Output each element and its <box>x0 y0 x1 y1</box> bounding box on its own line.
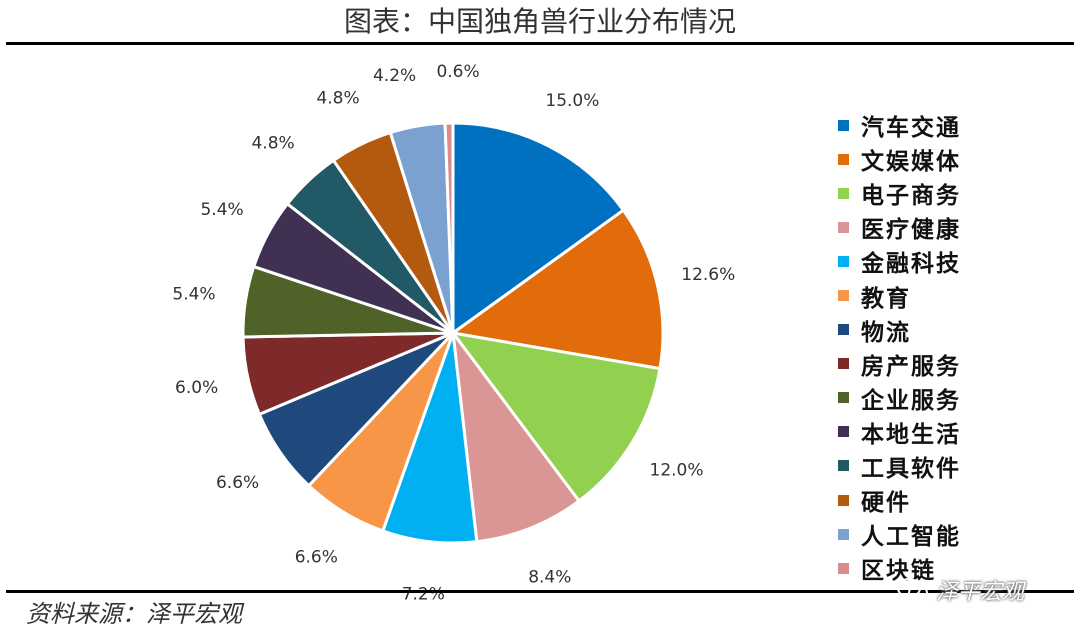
legend-swatch <box>838 528 849 540</box>
legend-swatch <box>838 255 849 267</box>
legend-item: 人工智能 <box>838 517 961 551</box>
legend-swatch <box>838 426 849 438</box>
legend-swatch <box>838 392 849 404</box>
legend-label: 本地生活 <box>861 420 961 448</box>
legend-item: 电子商务 <box>838 176 961 210</box>
legend-label: 硬件 <box>861 489 911 517</box>
slice-data-label: 5.4% <box>172 284 215 304</box>
pie-slice <box>449 208 665 371</box>
slice-data-label: 6.6% <box>295 548 338 568</box>
legend-swatch <box>838 324 849 336</box>
bottom-rule <box>6 590 1074 593</box>
pie-slice <box>443 121 455 334</box>
wechat-icon <box>897 578 928 602</box>
slice-data-label: 15.0% <box>545 91 599 111</box>
slice-data-label: 6.0% <box>175 378 218 398</box>
slice-data-label: 4.8% <box>316 89 359 109</box>
slice-data-label: 6.6% <box>216 473 259 493</box>
legend-label: 教育 <box>861 284 911 312</box>
legend-label: 房产服务 <box>861 352 961 380</box>
watermark-text: 泽平宏观 <box>936 580 1025 605</box>
legend-item: 文娱媒体 <box>838 142 961 176</box>
legend-label: 电子商务 <box>861 182 961 210</box>
source-note: 资料来源：泽平宏观 <box>26 600 242 628</box>
legend-item: 区块链 <box>838 551 961 585</box>
legend-item: 房产服务 <box>838 347 961 381</box>
legend-label: 文娱媒体 <box>861 148 961 176</box>
chart-legend: 汽车交通文娱媒体电子商务医疗健康金融科技教育物流房产服务企业服务本地生活工具软件… <box>838 108 961 585</box>
legend-swatch <box>838 460 849 472</box>
legend-label: 医疗健康 <box>861 216 961 244</box>
legend-item: 企业服务 <box>838 381 961 415</box>
legend-label: 人工智能 <box>861 523 961 551</box>
legend-item: 教育 <box>838 278 961 312</box>
legend-item: 本地生活 <box>838 415 961 449</box>
watermark: 泽平宏观 <box>896 573 1024 607</box>
legend-swatch <box>838 290 849 302</box>
legend-swatch <box>838 153 849 165</box>
legend-item: 物流 <box>838 313 961 347</box>
pie-slice <box>449 330 662 504</box>
slice-data-label: 4.2% <box>373 66 416 86</box>
slice-data-label: 0.6% <box>436 62 479 82</box>
legend-label: 物流 <box>861 318 911 346</box>
chart-title: 图表：中国独角兽行业分布情况 <box>343 5 736 38</box>
legend-swatch <box>838 221 849 233</box>
pie-slice <box>450 327 582 544</box>
legend-item: 硬件 <box>838 483 961 517</box>
legend-label: 企业服务 <box>861 386 961 414</box>
slice-data-label: 12.6% <box>681 265 735 285</box>
legend-swatch <box>838 119 849 131</box>
slice-data-label: 8.4% <box>528 567 571 587</box>
legend-item: 医疗健康 <box>838 210 961 244</box>
slice-data-label: 7.2% <box>402 584 445 604</box>
slice-data-label: 5.4% <box>200 200 243 220</box>
legend-label: 汽车交通 <box>861 114 961 142</box>
pie-slice <box>451 121 626 336</box>
legend-swatch <box>838 358 849 370</box>
legend-item: 金融科技 <box>838 244 961 278</box>
legend-label: 工具软件 <box>861 454 961 482</box>
legend-label: 金融科技 <box>861 250 961 278</box>
legend-swatch <box>838 187 849 199</box>
legend-item: 汽车交通 <box>838 108 961 142</box>
slice-data-label: 4.8% <box>251 134 294 154</box>
slice-data-label: 12.0% <box>650 461 704 481</box>
legend-label: 区块链 <box>861 557 936 585</box>
top-rule <box>6 42 1074 45</box>
legend-swatch <box>838 562 849 574</box>
legend-swatch <box>838 494 849 506</box>
legend-item: 工具软件 <box>838 449 961 483</box>
